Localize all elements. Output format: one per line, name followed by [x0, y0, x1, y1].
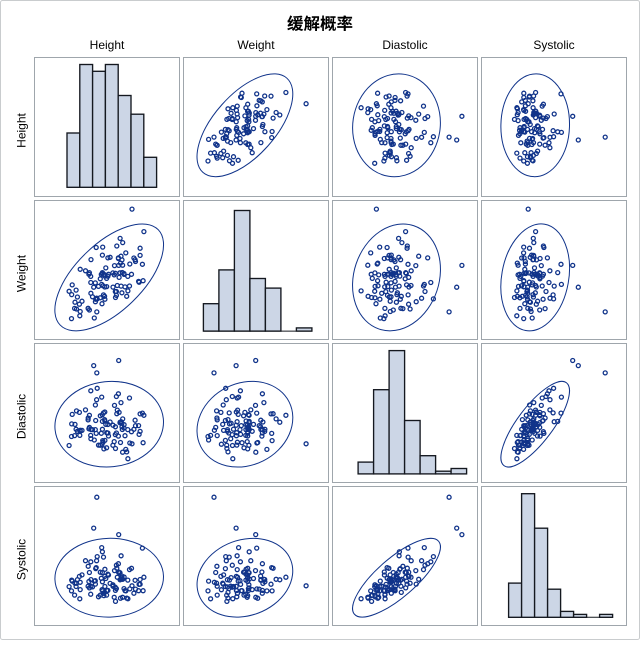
- svg-text:Systolic: Systolic: [15, 539, 29, 580]
- svg-text:Weight: Weight: [15, 254, 29, 292]
- svg-text:Height: Height: [15, 112, 29, 147]
- svg-text:Diastolic: Diastolic: [15, 394, 29, 439]
- svg-text:Systolic: Systolic: [533, 38, 574, 52]
- svg-text:Diastolic: Diastolic: [382, 38, 427, 52]
- svg-text:Weight: Weight: [237, 38, 275, 52]
- svg-text:Height: Height: [90, 38, 125, 52]
